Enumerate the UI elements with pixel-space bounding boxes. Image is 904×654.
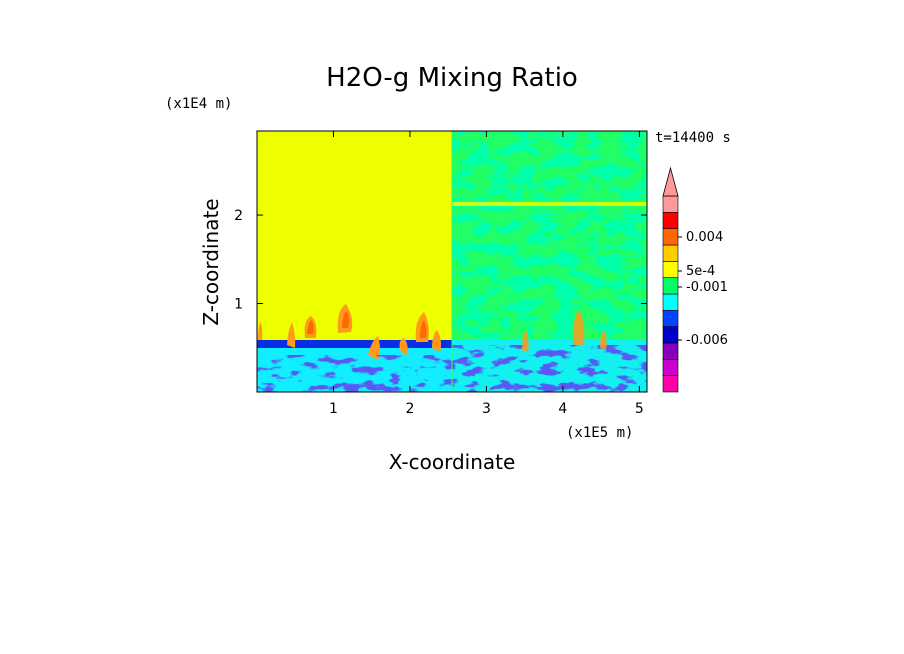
y-ticks: 12 [234, 208, 647, 313]
x-tick-label: 3 [482, 401, 491, 417]
x-tick-label: 1 [329, 401, 338, 417]
x-unit-label: (x1E5 m) [566, 425, 633, 441]
colorbar-swatch [662, 195, 679, 213]
right-inversion-line [452, 202, 647, 206]
colorbar-extend-arrow [662, 166, 679, 197]
right-yellow-texture [452, 131, 647, 341]
colorbar-swatch [662, 326, 679, 344]
colorbar-swatch [662, 261, 679, 278]
colorbar-swatch [662, 310, 679, 327]
y-axis-label: Z-coordinate [199, 198, 223, 325]
colorbar-swatch [662, 342, 679, 360]
y-tick-label: 1 [234, 297, 243, 313]
right-inversion-line-2 [452, 211, 647, 214]
colorbar-swatch [662, 244, 679, 262]
chart-title: H2O-g Mixing Ratio [326, 63, 578, 93]
y-tick-label: 2 [234, 208, 243, 224]
colorbar-label: 0.004 [686, 230, 723, 245]
left-blue-blobs [257, 355, 452, 392]
x-tick-label: 5 [635, 401, 644, 417]
x-tick-label: 4 [558, 401, 567, 417]
colorbar-swatch [662, 277, 679, 295]
colorbar-swatch [662, 293, 679, 311]
right-plumes [522, 310, 607, 352]
colorbar: 0.004 5e-4-0.001 -0.006 [662, 166, 728, 393]
contour-field [257, 131, 647, 392]
plot-frame [256, 130, 648, 393]
colorbar-swatch [662, 375, 679, 393]
colorbar-label: -0.006 [686, 333, 728, 348]
x-ticks: 1 2 3 4 5 [329, 131, 644, 417]
x-axis-label: X-coordinate [389, 450, 516, 474]
x-tick-label: 2 [405, 401, 414, 417]
y-unit-label: (x1E4 m) [165, 96, 232, 112]
colorbar-label: 5e-4 [686, 264, 715, 279]
colorbar-swatch [662, 212, 679, 229]
colorbar-swatch [662, 359, 679, 376]
left-plume-cores [307, 311, 427, 338]
left-boundary-blue-band [257, 340, 452, 348]
colorbar-swatch [662, 228, 679, 246]
time-label: t=14400 s [655, 130, 731, 146]
right-blue-blobs [452, 345, 647, 392]
left-upper-region [257, 131, 452, 341]
colorbar-label: -0.001 [686, 280, 728, 295]
